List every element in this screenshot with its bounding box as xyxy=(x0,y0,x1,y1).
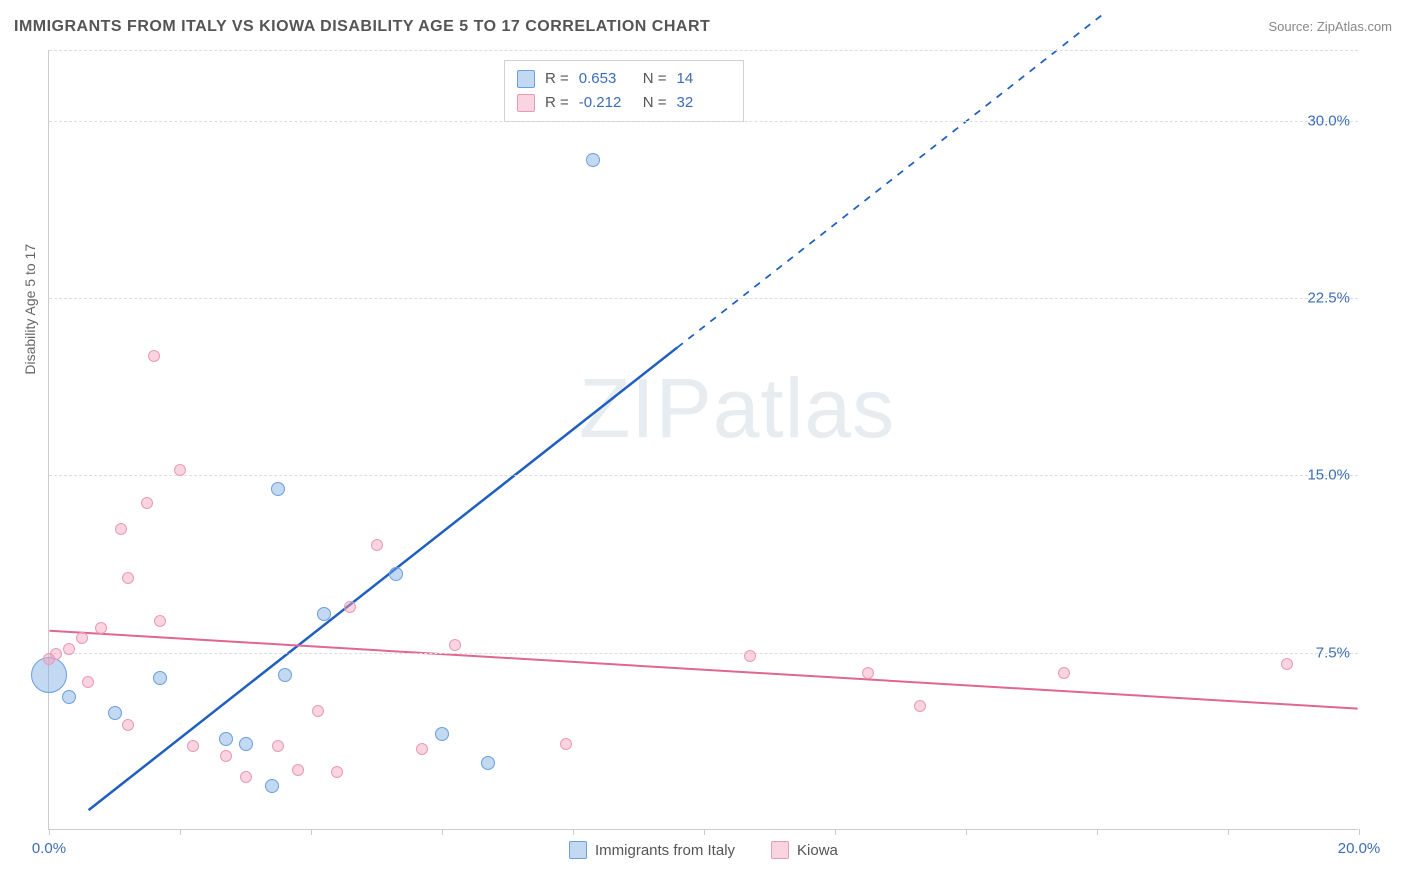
data-point xyxy=(50,648,62,660)
data-point xyxy=(271,482,285,496)
legend-swatch xyxy=(517,94,535,112)
data-point xyxy=(744,650,756,662)
x-tick xyxy=(573,829,574,835)
n-label: N = xyxy=(643,91,667,115)
data-point xyxy=(914,700,926,712)
data-point xyxy=(449,639,461,651)
legend-item: Kiowa xyxy=(771,841,838,859)
data-point xyxy=(220,750,232,762)
data-point xyxy=(76,632,88,644)
watermark-text: ZIPatlas xyxy=(579,360,895,457)
data-point xyxy=(62,690,76,704)
x-tick xyxy=(311,829,312,835)
data-point xyxy=(115,523,127,535)
data-point xyxy=(312,705,324,717)
data-point xyxy=(239,737,253,751)
gridline-h xyxy=(49,121,1358,122)
r-label: R = xyxy=(545,91,569,115)
x-tick xyxy=(966,829,967,835)
n-value: 14 xyxy=(677,67,731,91)
y-tick-label: 22.5% xyxy=(1307,290,1350,307)
stats-row: R = -0.212 N = 32 xyxy=(517,91,731,115)
x-tick xyxy=(1359,829,1360,835)
data-point xyxy=(292,764,304,776)
data-point xyxy=(240,771,252,783)
n-label: N = xyxy=(643,67,667,91)
gridline-h xyxy=(49,653,1358,654)
gridline-h xyxy=(49,50,1358,51)
data-point xyxy=(122,719,134,731)
data-point xyxy=(278,668,292,682)
correlation-stats-box: R = 0.653 N = 14 R = -0.212 N = 32 xyxy=(504,60,744,122)
data-point xyxy=(174,464,186,476)
data-point xyxy=(435,727,449,741)
legend-swatch xyxy=(569,841,587,859)
legend-swatch xyxy=(771,841,789,859)
data-point xyxy=(389,567,403,581)
y-tick-label: 15.0% xyxy=(1307,467,1350,484)
data-point xyxy=(141,497,153,509)
data-point xyxy=(331,766,343,778)
data-point xyxy=(1058,667,1070,679)
data-point xyxy=(371,539,383,551)
data-point xyxy=(317,607,331,621)
data-point xyxy=(122,572,134,584)
data-point xyxy=(344,601,356,613)
r-value: -0.212 xyxy=(579,91,633,115)
data-point xyxy=(148,350,160,362)
data-point xyxy=(416,743,428,755)
x-tick xyxy=(1228,829,1229,835)
n-value: 32 xyxy=(677,91,731,115)
x-tick xyxy=(704,829,705,835)
legend-swatch xyxy=(517,70,535,88)
data-point xyxy=(63,643,75,655)
data-point xyxy=(108,706,122,720)
r-value: 0.653 xyxy=(579,67,633,91)
y-tick-label: 7.5% xyxy=(1316,644,1350,661)
stats-row: R = 0.653 N = 14 xyxy=(517,67,731,91)
data-point xyxy=(95,622,107,634)
data-point xyxy=(187,740,199,752)
gridline-h xyxy=(49,298,1358,299)
scatter-plot-area: ZIPatlas R =0.653N =14R =-0.212N =32 Imm… xyxy=(48,50,1358,830)
chart-header: IMMIGRANTS FROM ITALY VS KIOWA DISABILIT… xyxy=(14,18,1392,36)
source-attribution: Source: ZipAtlas.com xyxy=(1268,19,1392,34)
data-point xyxy=(82,676,94,688)
data-point xyxy=(153,671,167,685)
data-point xyxy=(154,615,166,627)
trend-lines xyxy=(49,50,1358,829)
y-axis-label: Disability Age 5 to 17 xyxy=(22,244,38,375)
data-point xyxy=(862,667,874,679)
r-label: R = xyxy=(545,67,569,91)
x-tick xyxy=(49,829,50,835)
x-tick-label: 20.0% xyxy=(1338,840,1381,857)
x-tick xyxy=(835,829,836,835)
data-point xyxy=(481,756,495,770)
data-point xyxy=(1281,658,1293,670)
chart-title: IMMIGRANTS FROM ITALY VS KIOWA DISABILIT… xyxy=(14,18,710,36)
legend-item: Immigrants from Italy xyxy=(569,841,735,859)
x-tick xyxy=(1097,829,1098,835)
x-tick xyxy=(442,829,443,835)
legend-label: Immigrants from Italy xyxy=(595,842,735,859)
legend-label: Kiowa xyxy=(797,842,838,859)
data-point xyxy=(265,779,279,793)
gridline-h xyxy=(49,475,1358,476)
x-tick-label: 0.0% xyxy=(32,840,66,857)
series-legend: Immigrants from Italy Kiowa xyxy=(569,841,838,859)
data-point xyxy=(586,153,600,167)
x-tick xyxy=(180,829,181,835)
data-point xyxy=(560,738,572,750)
data-point xyxy=(272,740,284,752)
y-tick-label: 30.0% xyxy=(1307,112,1350,129)
data-point xyxy=(219,732,233,746)
